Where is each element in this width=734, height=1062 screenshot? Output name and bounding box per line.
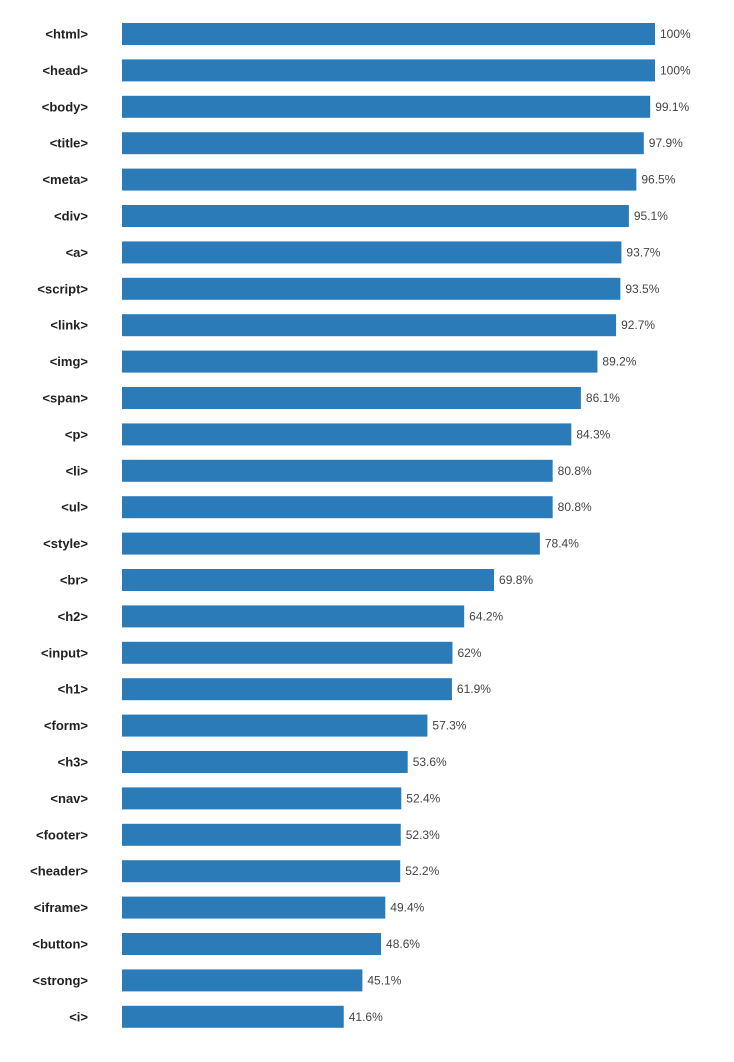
value-label: 99.1%	[655, 100, 689, 114]
category-label: <head>	[42, 63, 88, 78]
value-label: 57.3%	[432, 719, 466, 733]
bar	[122, 823, 401, 846]
value-label: 84.3%	[576, 427, 610, 441]
category-label: <iframe>	[34, 900, 89, 915]
value-label: 100%	[660, 63, 691, 77]
category-label: <p>	[65, 427, 89, 442]
category-labels: <html> <head> <body> <title> <meta> <div> <a> <…	[30, 27, 88, 1025]
value-label: 78.4%	[545, 537, 579, 551]
bar	[122, 860, 401, 883]
value-label: 95.1%	[634, 209, 668, 223]
bar	[122, 132, 644, 155]
value-label: 64.2%	[469, 609, 503, 623]
value-label: 61.9%	[457, 682, 491, 696]
bar	[122, 496, 553, 519]
bar	[122, 241, 622, 264]
bar	[122, 459, 553, 482]
value-label: 93.5%	[625, 282, 659, 296]
bar	[122, 532, 540, 555]
category-label: <h3>	[58, 755, 89, 770]
bar	[122, 933, 382, 955]
bar	[122, 168, 637, 191]
category-label: <input>	[41, 645, 88, 660]
value-label: 80.8%	[558, 500, 592, 514]
bar	[122, 751, 408, 773]
value-label: 80.8%	[558, 464, 592, 478]
category-label: <h2>	[58, 609, 89, 624]
value-label: 86.1%	[586, 391, 620, 405]
category-label: <script>	[37, 281, 88, 296]
category-label: <li>	[66, 463, 89, 478]
category-label: <footer>	[36, 827, 88, 842]
category-label: <style>	[43, 536, 88, 551]
value-label: 93.7%	[626, 245, 660, 259]
bar	[122, 95, 651, 118]
bar	[122, 59, 655, 82]
bar	[122, 605, 465, 628]
category-label: <div>	[54, 209, 88, 224]
value-label: 48.6%	[386, 937, 420, 951]
bar	[122, 969, 363, 992]
value-label: 97.9%	[649, 136, 683, 150]
category-label: <strong>	[32, 973, 88, 988]
value-label: 89.2%	[602, 355, 636, 369]
value-labels: 100% 100% 99.1% 97.9% 96.5% 95.1% 93.7% 93.5% 92…	[349, 27, 691, 1024]
value-label: 53.6%	[413, 755, 447, 769]
bar	[122, 387, 581, 409]
bar	[122, 569, 495, 591]
category-label: <body>	[42, 99, 89, 114]
bar	[122, 277, 621, 300]
category-label: <img>	[50, 354, 89, 369]
value-label: 41.6%	[349, 1010, 383, 1024]
value-label: 92.7%	[621, 318, 655, 332]
category-label: <ul>	[61, 500, 88, 515]
bar	[122, 350, 598, 373]
category-label: <link>	[50, 318, 88, 333]
bar	[122, 787, 402, 810]
value-label: 45.1%	[367, 973, 401, 987]
bar	[122, 205, 629, 227]
bar	[122, 678, 452, 701]
bar	[122, 314, 617, 337]
bar	[122, 23, 655, 45]
value-label: 100%	[660, 27, 691, 41]
value-label: 49.4%	[390, 901, 424, 915]
category-label: <form>	[44, 718, 88, 733]
category-label: <header>	[30, 864, 88, 879]
bar	[122, 896, 386, 919]
category-label: <i>	[69, 1009, 88, 1024]
category-label: <html>	[45, 27, 88, 42]
value-label: 62%	[457, 646, 481, 660]
category-label: <br>	[60, 573, 89, 588]
bar	[122, 714, 428, 737]
bar	[122, 1005, 344, 1028]
value-label: 52.3%	[406, 828, 440, 842]
bar	[122, 641, 453, 664]
category-label: <meta>	[42, 172, 88, 187]
bar	[122, 423, 572, 446]
bars	[122, 23, 655, 1028]
category-label: <a>	[66, 245, 89, 260]
value-label: 52.4%	[406, 791, 440, 805]
category-label: <title>	[50, 136, 89, 151]
value-label: 52.2%	[405, 864, 439, 878]
category-label: <nav>	[50, 791, 88, 806]
category-label: <h1>	[58, 682, 89, 697]
value-label: 69.8%	[499, 573, 533, 587]
value-label: 96.5%	[641, 173, 675, 187]
category-label: <span>	[42, 391, 88, 406]
category-label: <button>	[32, 937, 88, 952]
